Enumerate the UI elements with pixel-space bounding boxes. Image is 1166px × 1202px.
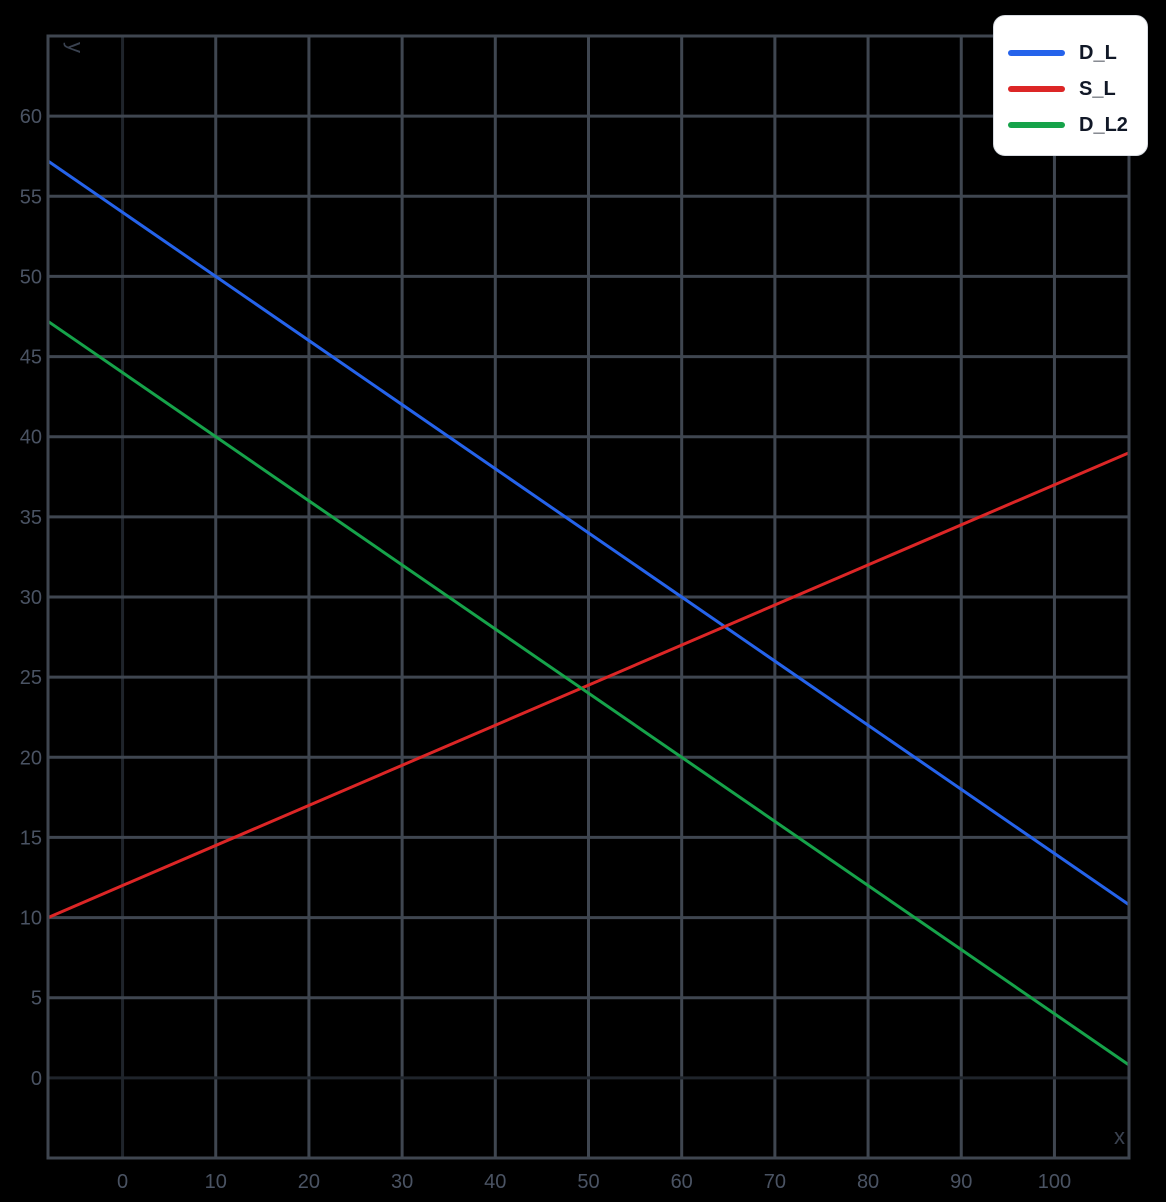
series-lines [47,159,1130,1067]
legend-label: D_L [1079,41,1117,64]
y-tick-label: 30 [20,587,42,609]
y-tick-label: 10 [20,908,42,930]
x-tick-label: 0 [117,1171,128,1193]
x-tick-label: 90 [950,1171,972,1193]
x-tick-label: 50 [577,1171,599,1193]
tick-labels: 0 10 20 30 40 50 60 70 80 90 100 0 5 10 15 20 25 30 35 40 45… [20,106,1071,1193]
grid-lines [48,36,1129,1158]
y-tick-label: 40 [20,427,42,449]
series-line-d-l2 [47,320,1130,1067]
y-tick-label: 35 [20,507,42,529]
series-line-s-l [47,451,1130,919]
y-tick-label: 25 [20,667,42,689]
legend-label: D_L2 [1079,113,1128,136]
x-tick-label: 80 [857,1171,879,1193]
legend-item-s-l[interactable]: S_L [1008,74,1116,104]
legend-swatch-icon [1008,86,1065,92]
x-tick-label: 10 [205,1171,227,1193]
x-axis-title: x [1114,1124,1125,1149]
y-tick-label: 15 [20,827,42,849]
x-tick-label: 100 [1038,1171,1071,1193]
y-axis-title: y [63,42,88,53]
legend: D_L S_L D_L2 [993,15,1148,156]
legend-swatch-icon [1008,122,1065,128]
y-tick-label: 0 [31,1068,42,1090]
y-tick-label: 60 [20,106,42,128]
legend-item-d-l2[interactable]: D_L2 [1008,110,1128,140]
legend-swatch-icon [1008,50,1065,56]
y-tick-label: 50 [20,266,42,288]
plot-border [46,34,1131,1160]
x-tick-label: 20 [298,1171,320,1193]
plot-frame [46,34,1131,1160]
x-tick-label: 70 [764,1171,786,1193]
x-tick-label: 30 [391,1171,413,1193]
y-tick-label: 55 [20,186,42,208]
x-tick-label: 40 [484,1171,506,1193]
series-line-d-l [47,159,1130,906]
x-tick-label: 60 [671,1171,693,1193]
y-tick-label: 5 [31,988,42,1010]
y-tick-label: 45 [20,347,42,369]
legend-item-d-l[interactable]: D_L [1008,38,1117,68]
legend-label: S_L [1079,77,1116,100]
y-tick-label: 20 [20,747,42,769]
